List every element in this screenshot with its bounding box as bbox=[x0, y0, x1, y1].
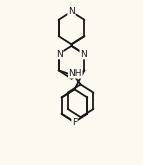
Text: N: N bbox=[56, 50, 63, 59]
Text: NH: NH bbox=[69, 69, 82, 78]
Text: F: F bbox=[72, 117, 77, 127]
Text: N: N bbox=[68, 7, 75, 16]
Text: N: N bbox=[80, 50, 87, 59]
